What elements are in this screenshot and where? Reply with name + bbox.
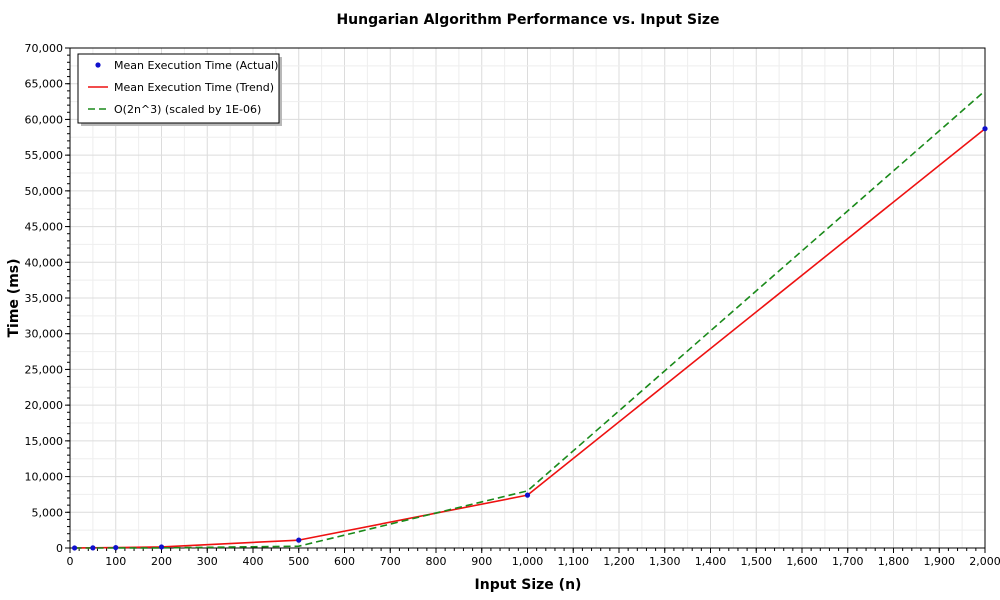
y-tick-label: 20,000 <box>25 399 64 412</box>
x-tick-label: 1,200 <box>603 555 635 568</box>
x-tick-label: 400 <box>243 555 264 568</box>
legend-entry-label[interactable]: O(2n^3) (scaled by 1E-06) <box>114 103 261 116</box>
x-tick-label: 800 <box>426 555 447 568</box>
x-tick-label: 900 <box>471 555 492 568</box>
trend-series-line <box>74 128 986 549</box>
y-tick-label: 10,000 <box>25 471 64 484</box>
y-tick-label: 60,000 <box>25 113 64 126</box>
y-tick-label: 5,000 <box>32 506 64 519</box>
x-tick-label: 0 <box>67 555 74 568</box>
y-tick-label: 40,000 <box>25 256 64 269</box>
series-layer <box>71 90 988 551</box>
x-axis-title: Input Size (n) <box>475 577 582 593</box>
actual-data-point <box>296 537 302 543</box>
actual-data-point <box>113 544 119 551</box>
x-tick-label: 1,400 <box>695 555 727 568</box>
x-tick-label: 1,800 <box>878 555 910 568</box>
actual-data-point <box>982 126 988 132</box>
x-tick-label: 1,300 <box>649 555 681 568</box>
y-axis-title: Time (ms) <box>6 258 22 337</box>
y-tick-label: 30,000 <box>25 328 64 341</box>
x-tick-label: 2,000 <box>969 555 1000 568</box>
x-tick-label: 1,100 <box>558 555 590 568</box>
legend-marker-scatter <box>95 62 101 68</box>
x-tick-label: 1,000 <box>512 555 544 568</box>
y-tick-label: 55,000 <box>25 149 64 162</box>
actual-data-point <box>524 492 531 498</box>
actual-data-point <box>158 544 165 550</box>
x-tick-label: 600 <box>334 555 355 568</box>
y-tick-label: 70,000 <box>25 42 64 55</box>
y-tick-label: 50,000 <box>25 185 64 198</box>
x-tick-label: 1,900 <box>924 555 956 568</box>
actual-data-point <box>90 545 96 551</box>
x-tick-label: 1,500 <box>741 555 773 568</box>
legend[interactable]: Mean Execution Time (Actual) Mean Executi… <box>77 53 282 126</box>
axis-ticks: 0 100 200 300 400 500 600 700 800 900 1,000 1,100 1,… <box>25 42 1000 568</box>
chart-title: Hungarian Algorithm Performance vs. Inpu… <box>336 12 719 28</box>
y-tick-label: 45,000 <box>25 221 64 234</box>
y-tick-label: 25,000 <box>25 363 64 376</box>
y-tick-label: 0 <box>56 542 63 555</box>
x-tick-label: 1,600 <box>786 555 818 568</box>
y-tick-label: 15,000 <box>25 435 64 448</box>
x-tick-label: 700 <box>380 555 401 568</box>
actual-data-point <box>71 545 78 551</box>
x-tick-label: 200 <box>151 555 172 568</box>
x-tick-label: 300 <box>197 555 218 568</box>
legend-entry-label[interactable]: Mean Execution Time (Trend) <box>114 81 274 94</box>
legend-box <box>77 53 280 124</box>
legend-entry-label[interactable]: Mean Execution Time (Actual) <box>114 59 278 72</box>
x-tick-label: 1,700 <box>832 555 864 568</box>
y-tick-label: 35,000 <box>25 292 64 305</box>
x-tick-label: 100 <box>105 555 126 568</box>
grid <box>69 47 986 549</box>
x-tick-label: 500 <box>288 555 309 568</box>
y-tick-label: 65,000 <box>25 78 64 91</box>
complexity-series-line <box>74 90 986 549</box>
